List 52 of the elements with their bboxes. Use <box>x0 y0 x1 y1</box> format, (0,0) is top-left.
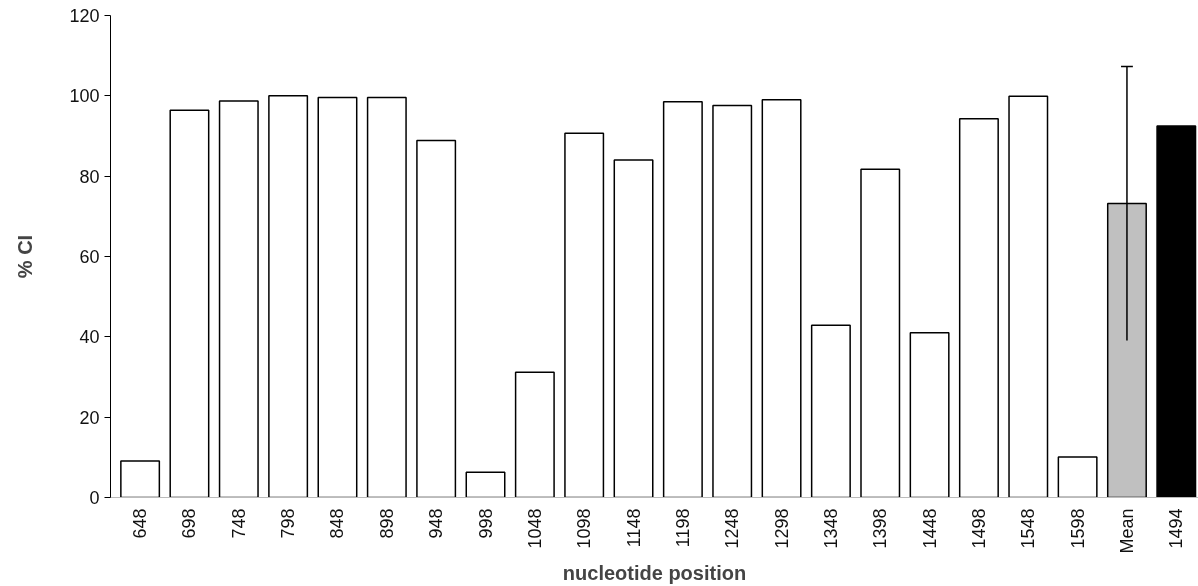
bar <box>761 99 802 498</box>
bar <box>465 471 506 498</box>
x-tick-label: 1494 <box>1166 508 1187 549</box>
x-tick-label: 1398 <box>870 508 891 549</box>
bar <box>1156 125 1197 498</box>
x-tick-label: 1298 <box>771 508 792 549</box>
x-tick-label: 648 <box>130 508 151 539</box>
bar <box>366 96 407 498</box>
bar <box>860 168 901 498</box>
y-tick-label: 20 <box>79 407 100 428</box>
bar <box>564 132 605 498</box>
x-tick-label: 848 <box>327 508 348 539</box>
y-tick-label: 120 <box>69 6 100 26</box>
bar <box>317 96 358 498</box>
bar <box>958 117 999 498</box>
y-tick-label: 0 <box>89 488 100 508</box>
bar <box>1008 95 1049 498</box>
x-tick-label: 1498 <box>968 508 989 549</box>
x-tick-label: 1548 <box>1018 508 1039 549</box>
y-tick-label: 60 <box>79 247 100 267</box>
bar <box>810 324 851 498</box>
y-axis-title: % CI <box>14 234 37 279</box>
y-tick-label: 100 <box>69 86 100 107</box>
bar <box>416 139 457 498</box>
bar <box>909 332 950 498</box>
x-tick-label: 1598 <box>1067 508 1088 549</box>
x-tick-label: 1148 <box>623 508 644 548</box>
y-tick-label: 80 <box>79 166 100 187</box>
bar <box>712 104 753 498</box>
bar <box>514 371 555 498</box>
x-tick-label: 1048 <box>524 508 545 549</box>
bar <box>613 159 654 498</box>
x-tick-label: 1098 <box>574 508 595 549</box>
x-tick-label: 1448 <box>919 508 940 549</box>
x-tick-label: 1198 <box>672 508 693 548</box>
bar <box>1057 456 1098 498</box>
bar <box>169 109 210 498</box>
bar <box>268 95 309 498</box>
x-tick-label: 948 <box>426 508 447 539</box>
x-tick-label: 798 <box>278 508 299 539</box>
x-tick-label: 748 <box>228 508 249 539</box>
bar <box>218 100 259 498</box>
x-tick-label: 998 <box>475 508 496 539</box>
x-axis-title: nucleotide position <box>562 561 747 584</box>
bar <box>120 460 161 498</box>
x-tick-label: 1248 <box>722 508 743 549</box>
x-tick-label: 1348 <box>820 508 841 549</box>
x-tick-label: 898 <box>376 508 397 539</box>
x-tick-label: 698 <box>179 508 200 539</box>
bar <box>662 101 703 498</box>
x-tick-label: Mean <box>1116 508 1137 554</box>
y-tick-label: 40 <box>79 327 100 348</box>
